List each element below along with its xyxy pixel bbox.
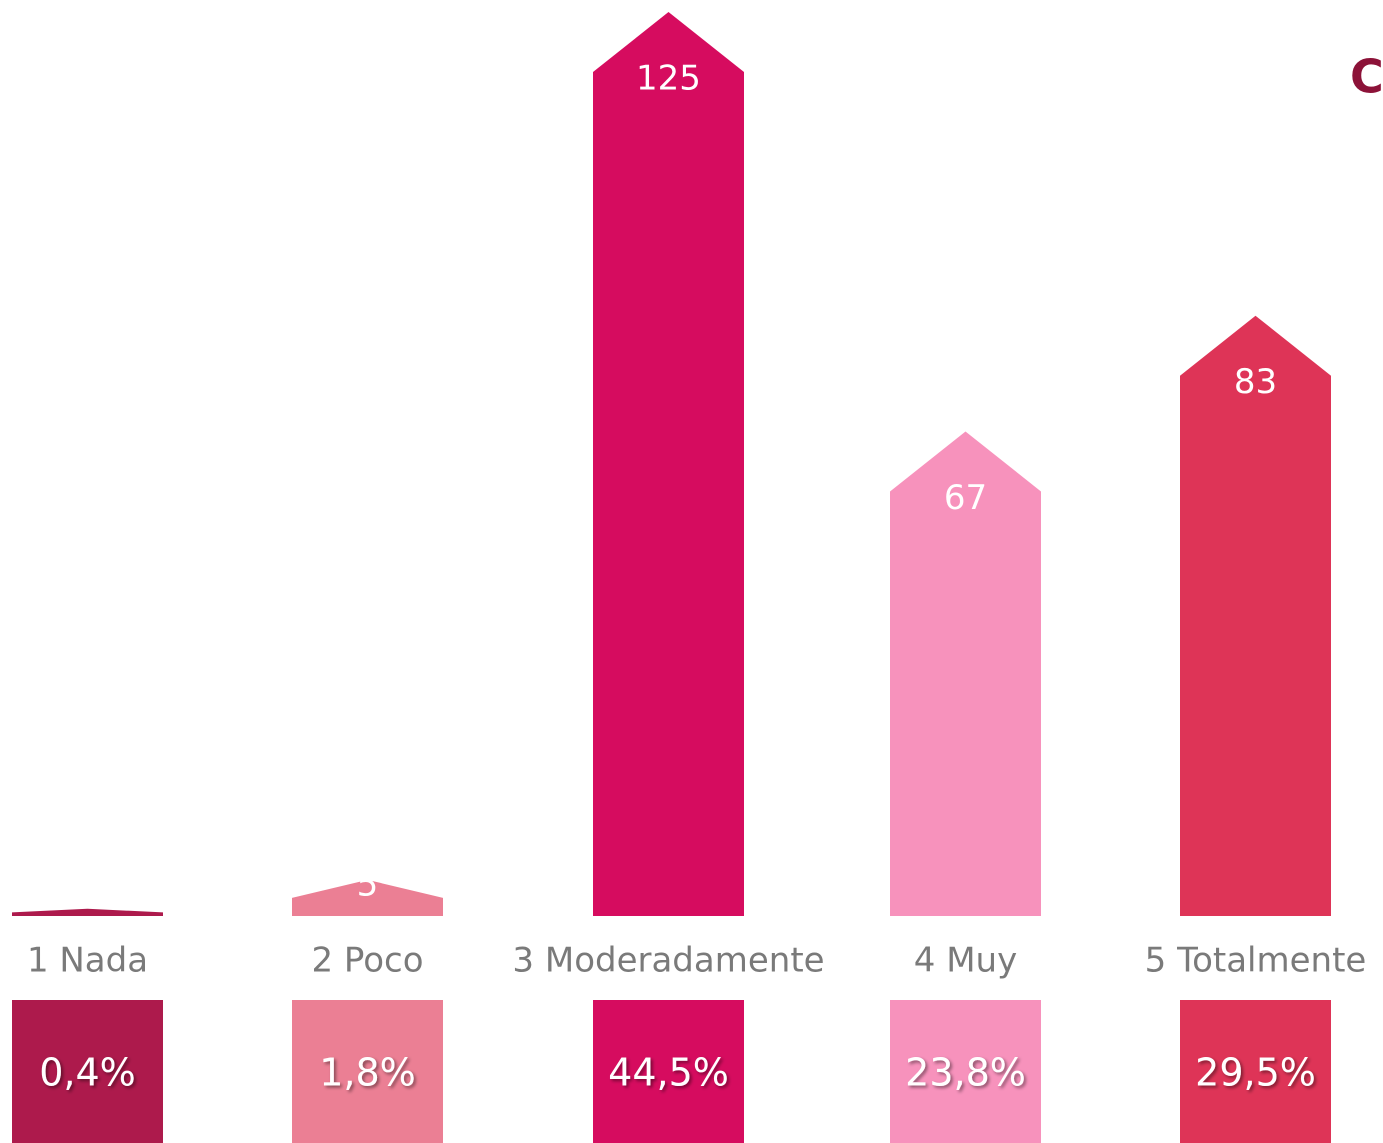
share-box xyxy=(1180,1000,1331,1143)
share-box xyxy=(12,1000,163,1143)
house-bar xyxy=(890,431,1041,916)
house-bar xyxy=(1180,315,1331,916)
share-box xyxy=(593,1000,744,1143)
share-label: 1,8% xyxy=(319,1051,416,1095)
share-label: 0,4% xyxy=(39,1051,136,1095)
value-label: 5 xyxy=(357,865,379,905)
share-label: 29,5% xyxy=(1195,1051,1316,1095)
category-label: 4 Muy xyxy=(914,941,1017,981)
category-label: 3 Moderadamente xyxy=(512,941,824,981)
category-label: 1 Nada xyxy=(27,941,148,981)
value-label: 1 xyxy=(77,865,99,905)
share-label: 44,5% xyxy=(608,1051,729,1095)
house-bar xyxy=(12,908,163,916)
share-box xyxy=(292,1000,443,1143)
share-box xyxy=(890,1000,1041,1143)
value-label: 125 xyxy=(636,59,701,99)
house-bar xyxy=(292,879,443,916)
chart-title: C xyxy=(1350,50,1383,104)
value-label: 67 xyxy=(944,478,987,518)
category-label: 5 Totalmente xyxy=(1145,941,1367,981)
value-label: 83 xyxy=(1234,362,1277,402)
category-label: 2 Poco xyxy=(311,941,423,981)
house-bar xyxy=(593,12,744,916)
share-label: 23,8% xyxy=(905,1051,1026,1095)
